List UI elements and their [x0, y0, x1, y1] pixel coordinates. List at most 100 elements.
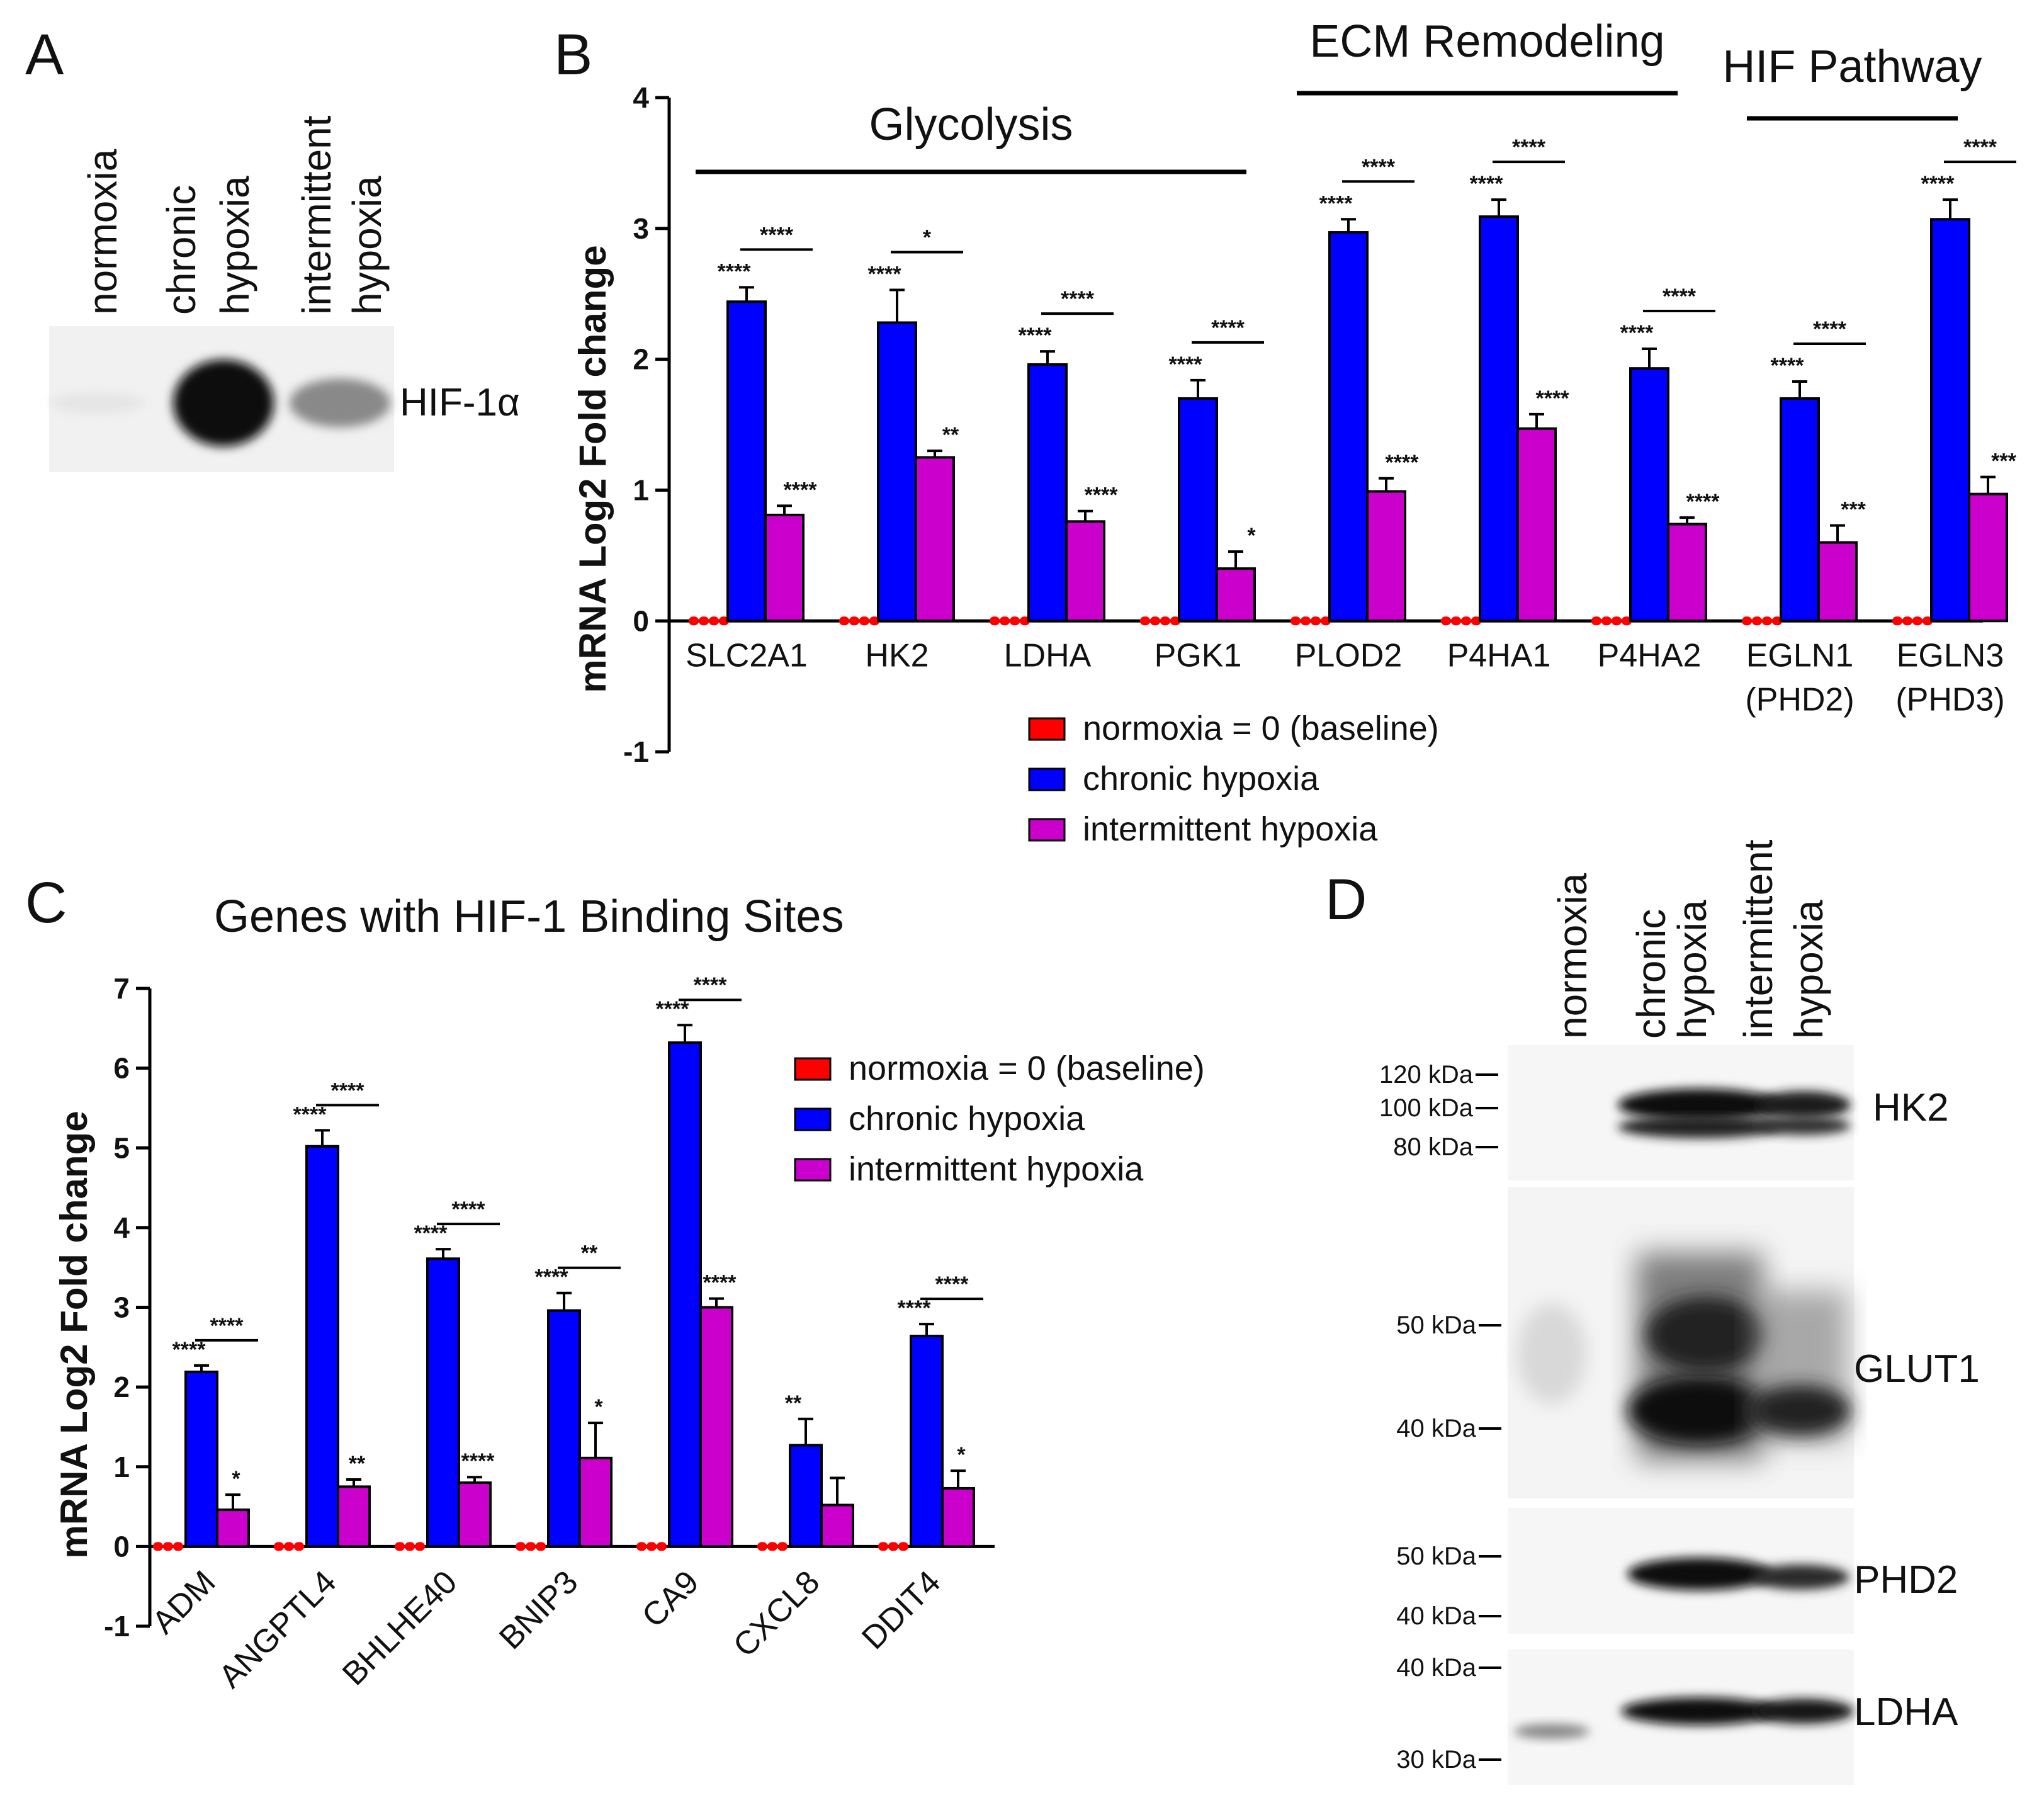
band-glut1-chronic-upper — [1646, 1297, 1766, 1372]
comparison-significance: **** — [1061, 287, 1095, 311]
bar-chronic — [1027, 363, 1068, 623]
lane-label-intermittent-hypoxia: intermittent hypoxia — [1736, 839, 1831, 1039]
significance-label: **** — [1169, 353, 1203, 376]
y-tick-label: -1 — [104, 1610, 130, 1643]
bar-chronic — [1178, 397, 1218, 623]
significance-label: ** — [349, 1452, 366, 1476]
bar-intermittent — [699, 1306, 733, 1548]
band-phd2-chronic — [1627, 1558, 1772, 1590]
category-label: BHLHE40 — [336, 1564, 465, 1693]
panel-letter-c: C — [25, 871, 67, 935]
comparison-significance: **** — [1663, 285, 1697, 308]
y-tick-label: 1 — [113, 1451, 130, 1483]
blot-phd2: 50 kDa 40 kDa PHD2 — [1396, 1508, 1958, 1634]
category-label: ADM — [145, 1564, 223, 1641]
legend-entry: normoxia = 0 (baseline) — [1083, 710, 1439, 747]
lane-label-chronic-line1: chronic — [1629, 909, 1674, 1039]
legend-swatch — [1028, 818, 1066, 842]
comparison-significance: **** — [1362, 155, 1396, 179]
bar-intermittent — [764, 513, 805, 623]
kda-marker: 50 kDa — [1396, 1311, 1476, 1339]
band-hk2-intermittent-lower — [1756, 1116, 1851, 1135]
comparison-significance: **** — [760, 223, 794, 247]
band-ldha-chronic — [1621, 1697, 1778, 1725]
category-label: DDIT4 — [855, 1564, 947, 1656]
significance-label: **** — [414, 1221, 448, 1245]
band-glut1-chronic — [1627, 1376, 1772, 1445]
bar-chronic — [1780, 397, 1820, 623]
panel-letter-d: D — [1325, 868, 1367, 932]
y-axis-title: mRNA Log2 Fold change — [572, 245, 614, 693]
lane-label-intermittent-line1: intermittent — [1736, 839, 1781, 1039]
bar-series: ****************************************… — [689, 135, 2017, 626]
band-hk2-chronic-lower — [1618, 1116, 1781, 1138]
significance-label: ** — [942, 423, 959, 447]
bar-intermittent — [1667, 523, 1707, 623]
comparison-significance: **** — [1211, 316, 1245, 340]
legend-entry: intermittent hypoxia — [1083, 810, 1378, 848]
significance-label: **** — [703, 1271, 737, 1295]
band-ldha-normoxia — [1514, 1724, 1589, 1739]
lane-label-intermittent-line2: hypoxia — [1786, 900, 1831, 1039]
y-tick-label: 3 — [633, 212, 649, 245]
band-glut1-intermittent — [1750, 1385, 1851, 1435]
legend-entry: normoxia = 0 (baseline) — [849, 1050, 1205, 1087]
significance-label: **** — [1386, 451, 1420, 475]
significance-label: **** — [898, 1296, 932, 1320]
significance-label: **** — [1771, 354, 1805, 378]
y-axis-title: mRNA Log2 Fold change — [53, 1111, 95, 1558]
kda-marker: 40 kDa — [1396, 1415, 1476, 1442]
bar-intermittent — [820, 1503, 854, 1548]
bar-chronic — [668, 1041, 702, 1548]
y-tick-label: -1 — [623, 735, 649, 768]
lane-label-normoxia: normoxia — [80, 149, 125, 315]
comparison-significance: **** — [452, 1197, 486, 1221]
category-label: P4HA1 — [1447, 637, 1551, 674]
significance-label: **** — [1470, 172, 1504, 196]
comparison-significance: **** — [210, 1314, 244, 1338]
category-label: CA9 — [635, 1564, 706, 1635]
blot-bands-hif1a — [50, 359, 390, 446]
y-tick-label: 2 — [633, 343, 649, 376]
bar-intermittent — [1516, 427, 1557, 623]
legend-entry: chronic hypoxia — [1083, 760, 1319, 798]
significance-label: **** — [535, 1265, 569, 1289]
category-label: (PHD2) — [1745, 681, 1854, 718]
band-hk2-chronic — [1618, 1089, 1781, 1121]
bar-intermittent — [1216, 567, 1256, 623]
bar-intermittent — [1817, 541, 1858, 623]
significance-label: * — [957, 1443, 966, 1467]
comparison-significance: **** — [935, 1272, 969, 1296]
kda-marker: 100 kDa — [1379, 1094, 1474, 1122]
category-label: PLOD2 — [1295, 637, 1403, 674]
group-title: ECM Remodeling — [1309, 16, 1664, 67]
band-hif1a-lane-3 — [290, 378, 390, 427]
significance-label: **** — [1319, 191, 1353, 215]
legend-swatch — [1028, 717, 1066, 741]
significance-label: **** — [461, 1449, 495, 1473]
bar-chronic — [1479, 215, 1519, 623]
y-tick-label: 0 — [633, 604, 649, 637]
significance-label: **** — [172, 1338, 206, 1362]
significance-label: *** — [1991, 450, 2016, 473]
bar-chronic — [877, 321, 917, 623]
group-title: HIF Pathway — [1722, 42, 1982, 92]
comparison-significance: **** — [1813, 317, 1847, 341]
blot-glut1: 50 kDa 40 kDa GLUT1 — [1396, 1187, 1980, 1498]
kda-marker: 120 kDa — [1379, 1061, 1474, 1089]
legend-swatch — [794, 1057, 832, 1081]
bar-intermittent — [1968, 492, 2008, 623]
band-hif1a-lane-2 — [173, 359, 274, 446]
y-tick-label: 2 — [113, 1371, 130, 1403]
band-hif1a-lane-1 — [50, 392, 145, 414]
y-tick-label: 3 — [113, 1291, 130, 1324]
bar-chronic — [426, 1257, 460, 1548]
significance-label: **** — [1921, 172, 1955, 196]
comparison-significance: **** — [1963, 135, 1997, 159]
blot-label-phd2: PHD2 — [1854, 1558, 1958, 1602]
y-tick-label: 6 — [113, 1052, 130, 1085]
panel-c-chart: C Genes with HIF-1 Binding Sites -1 0 1 2 3 4… — [25, 871, 1205, 1695]
significance-label: **** — [868, 262, 902, 286]
lane-label-chronic-hypoxia: chronic hypoxia — [1629, 900, 1715, 1039]
legend: normoxia = 0 (baseline) chronic hypoxia in… — [1028, 710, 1439, 848]
